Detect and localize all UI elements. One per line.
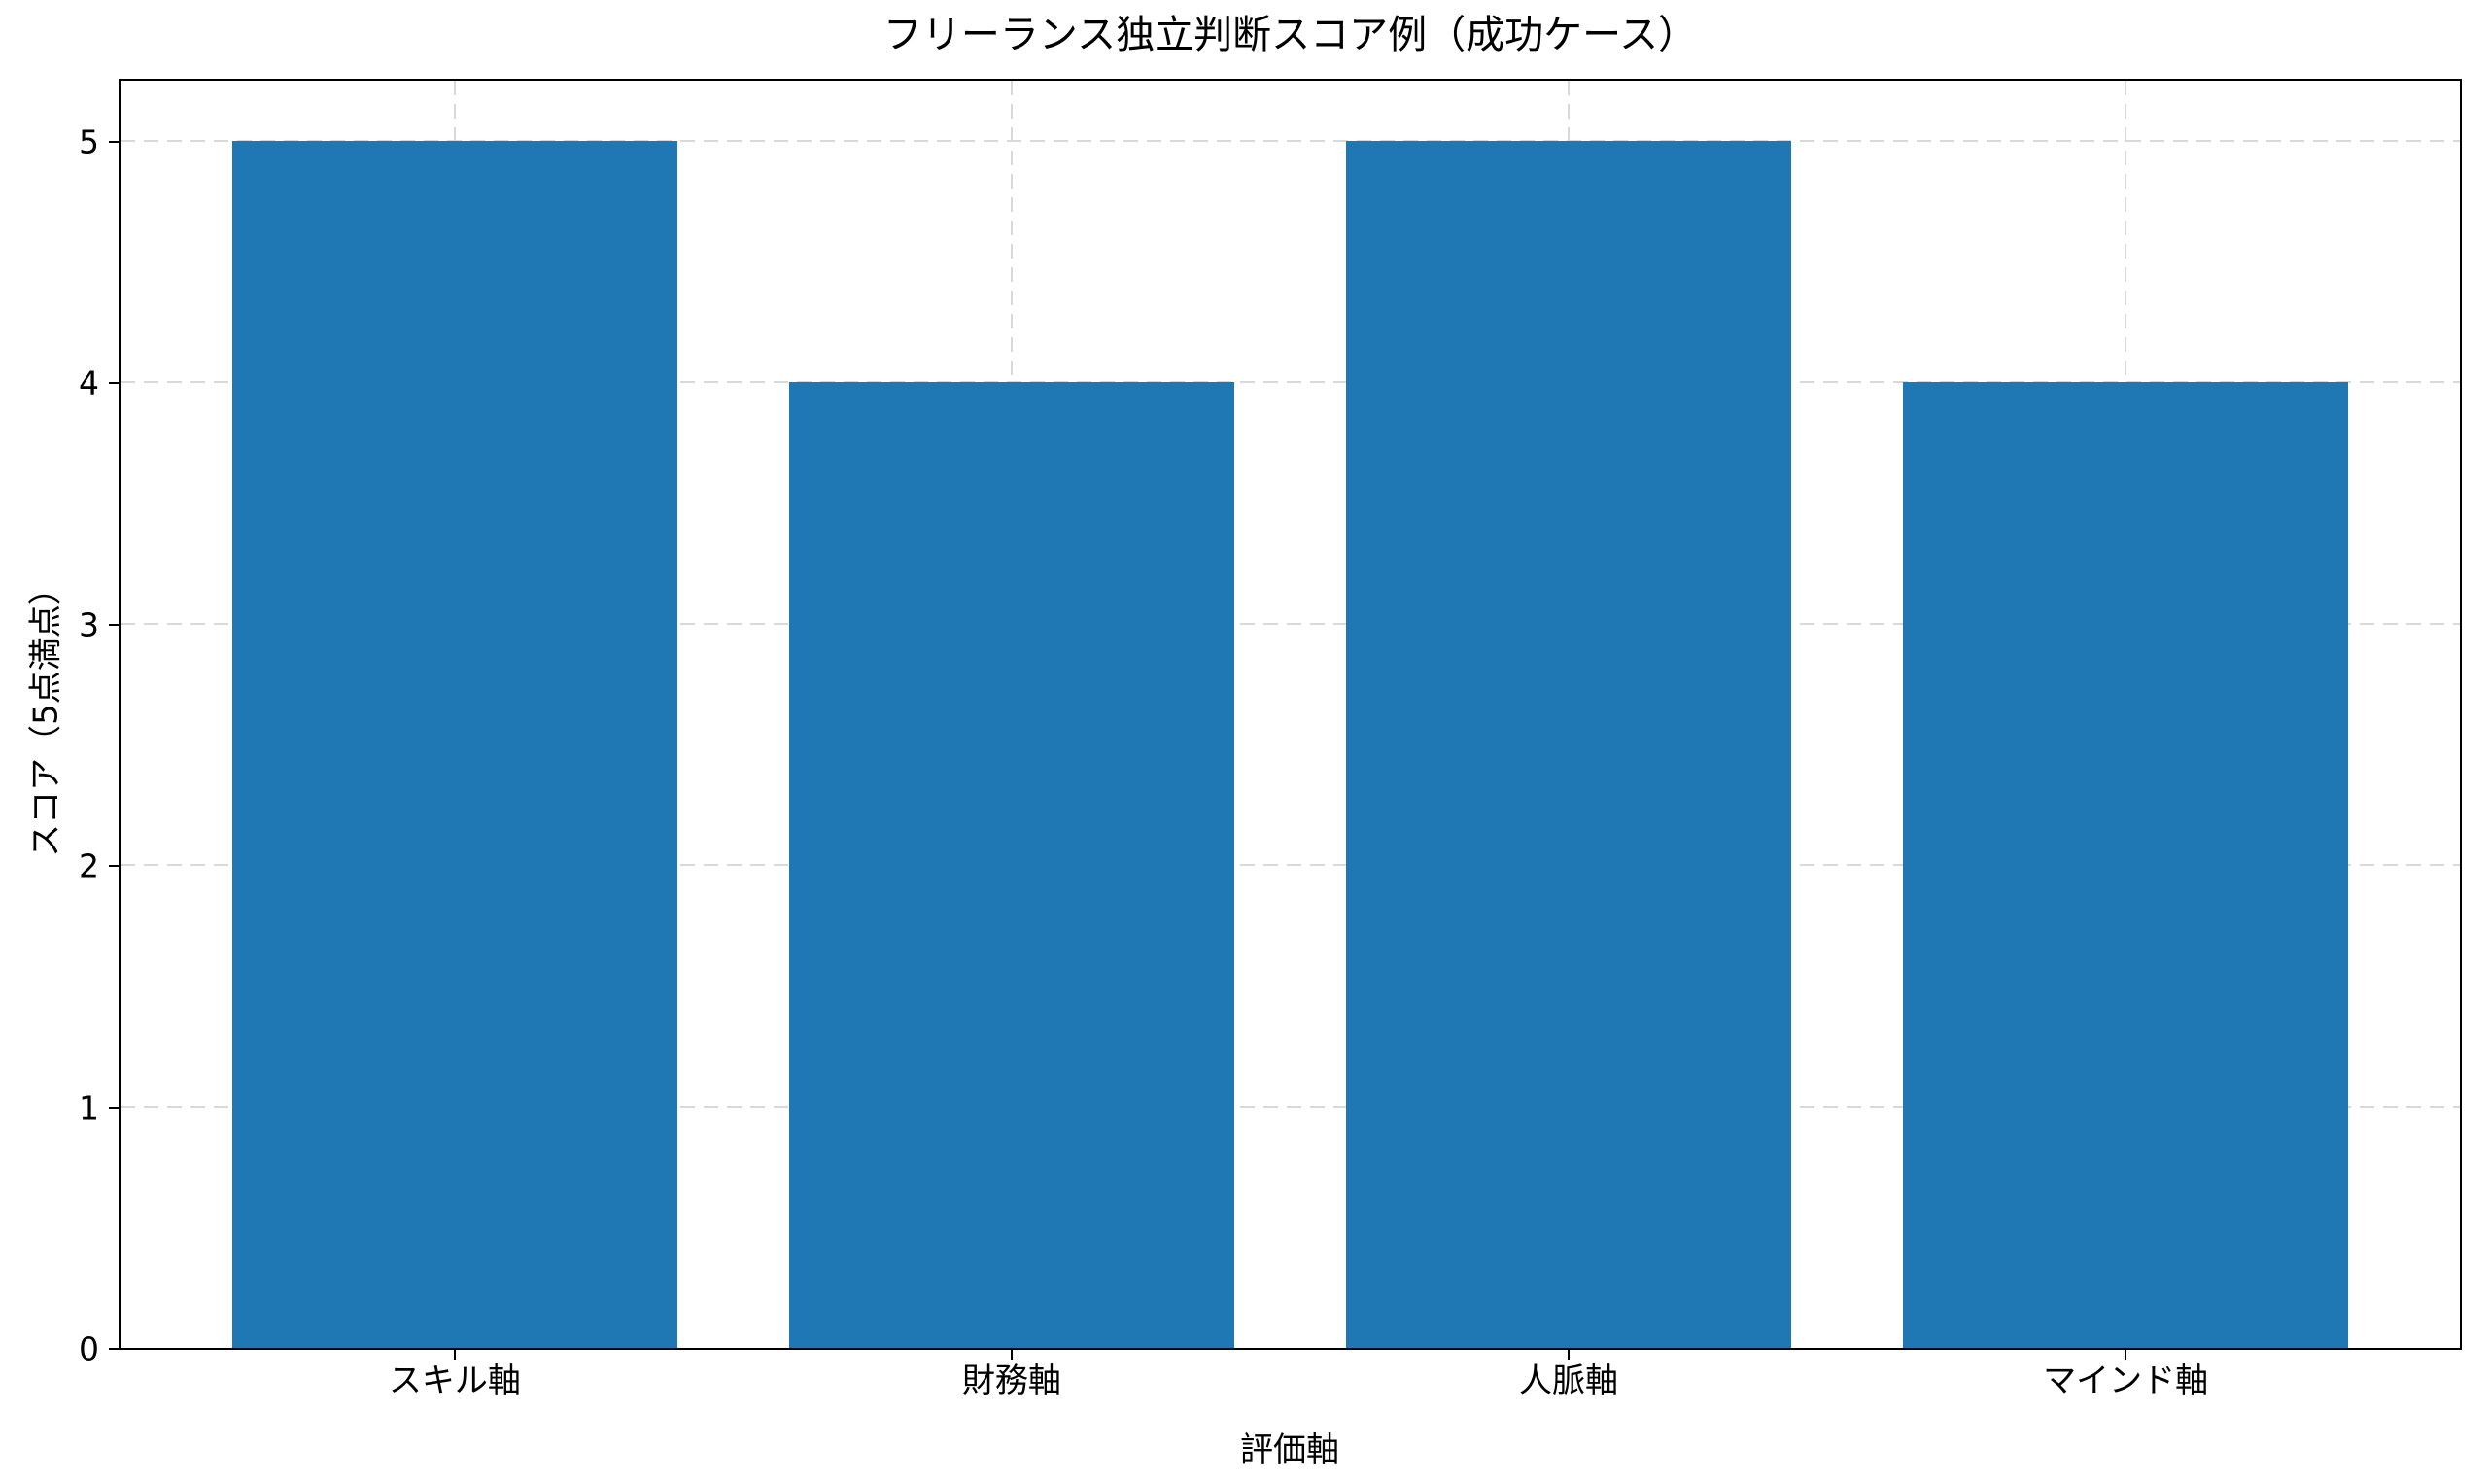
bar-3 <box>1902 382 2349 1348</box>
bar-2 <box>1345 141 1792 1348</box>
x-tick-label-1: 財務軸 <box>961 1362 1061 1400</box>
x-tick-label-2: 人脈軸 <box>1519 1362 1619 1400</box>
h-gridline-2 <box>121 864 2460 867</box>
chart-title: フリーランス独立判断スコア例（成功ケース） <box>882 13 1698 57</box>
y-tick-mark-2 <box>109 865 119 868</box>
y-tick-mark-4 <box>109 382 119 385</box>
y-tick-label-5: 5 <box>79 122 99 161</box>
bar-1 <box>788 382 1235 1348</box>
x-tick-label-3: マインド軸 <box>2043 1362 2209 1400</box>
bar-0 <box>231 141 678 1348</box>
x-tick-mark-3 <box>2125 1350 2127 1360</box>
y-tick-label-2: 2 <box>79 846 99 885</box>
y-tick-mark-3 <box>109 623 119 626</box>
y-tick-mark-1 <box>109 1106 119 1109</box>
y-tick-label-0: 0 <box>79 1329 99 1368</box>
x-tick-mark-0 <box>453 1350 456 1360</box>
plot-area <box>119 79 2462 1350</box>
y-tick-label-1: 1 <box>79 1088 99 1127</box>
h-gridline-5 <box>121 140 2460 143</box>
x-tick-label-0: スキル軸 <box>388 1362 521 1400</box>
h-gridline-4 <box>121 381 2460 384</box>
x-tick-mark-2 <box>1568 1350 1571 1360</box>
y-tick-label-4: 4 <box>79 363 99 402</box>
x-axis-label: 評価軸 <box>1240 1431 1339 1469</box>
x-tick-mark-1 <box>1010 1350 1013 1360</box>
bar-layer <box>121 81 2460 1348</box>
h-gridline-3 <box>121 622 2460 625</box>
y-tick-mark-0 <box>109 1348 119 1350</box>
h-gridline-1 <box>121 1105 2460 1108</box>
y-tick-mark-5 <box>109 141 119 144</box>
y-tick-label-3: 3 <box>79 605 99 644</box>
